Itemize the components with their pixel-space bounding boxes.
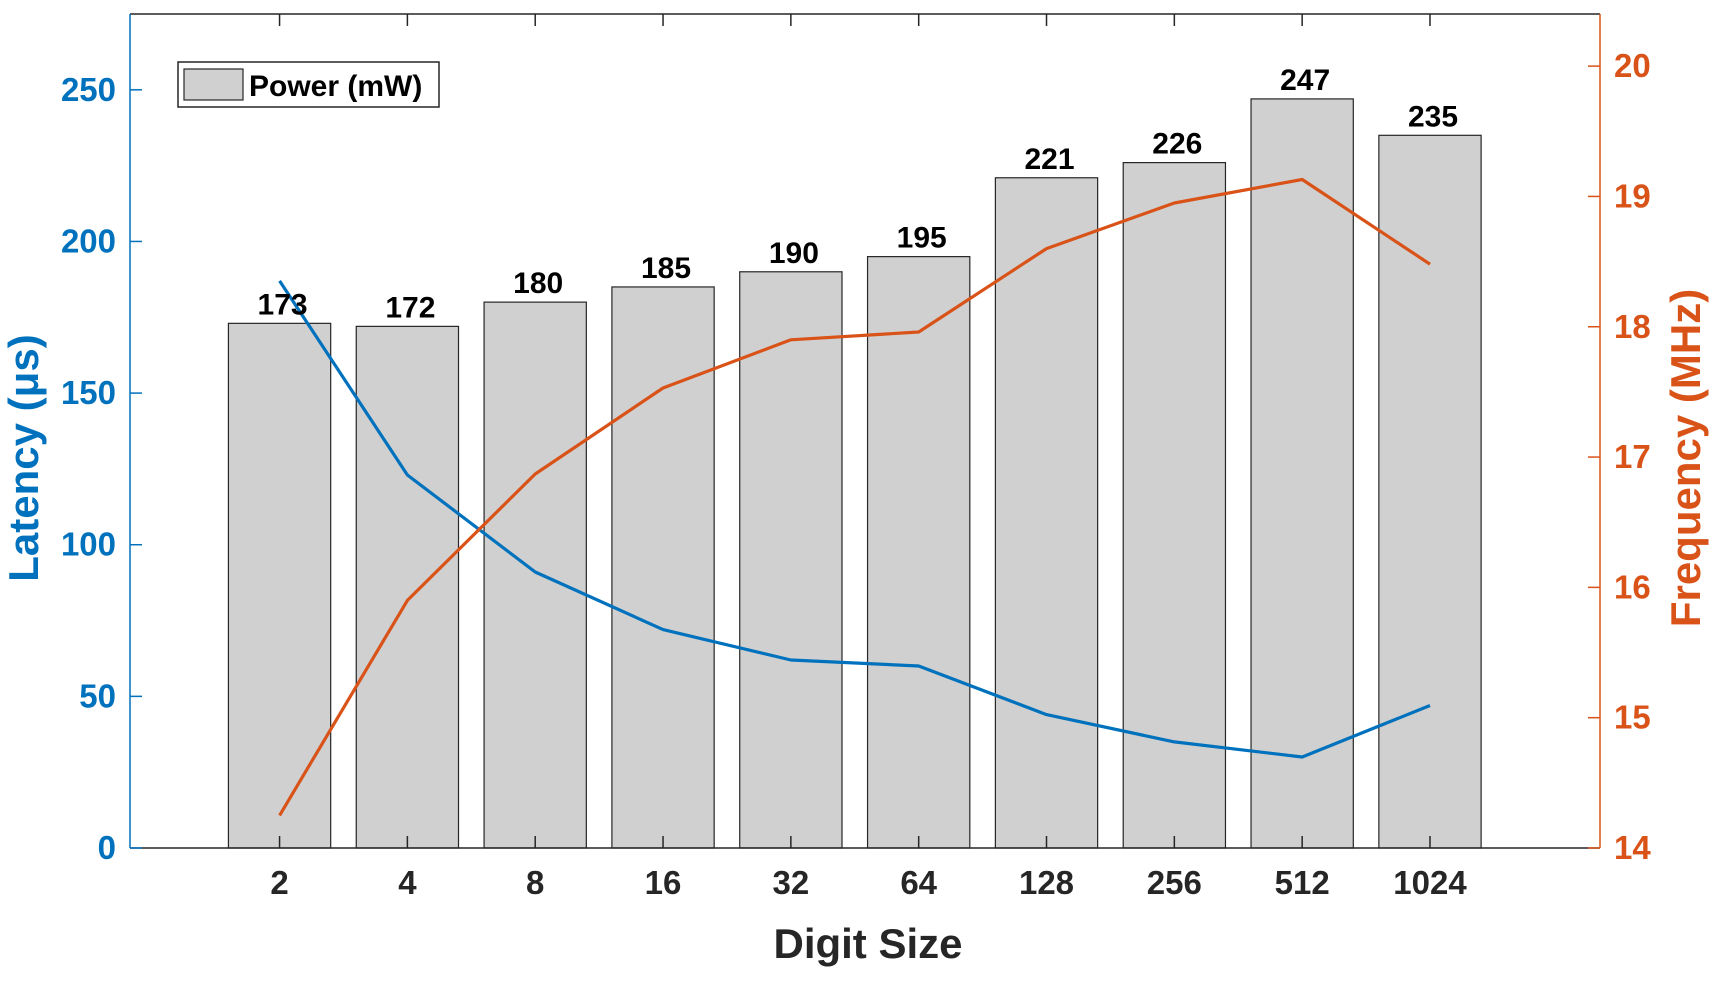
bar-value-label-2: 173: [258, 288, 308, 321]
line-series-frequency: [278, 177, 1431, 817]
bar-value-label-8: 180: [513, 267, 563, 300]
bar-32: [739, 271, 843, 849]
bar-4: [355, 325, 460, 849]
left-tick-label-0: 0: [98, 829, 116, 866]
bar-value-label-128: 221: [1024, 143, 1074, 176]
x-tick-label-32: 32: [773, 864, 810, 901]
right-tick-label-20: 20: [1614, 47, 1651, 84]
left-tick-label-200: 200: [61, 222, 116, 259]
bar-value-label-16: 185: [641, 252, 691, 285]
axes-layer: 2 4 8 16 32 64 128 256 512 1024 0 50 100 150 200 250 14 1…: [61, 13, 1651, 901]
right-tick-label-15: 15: [1614, 699, 1651, 736]
x-tick-label-128: 128: [1019, 864, 1074, 901]
x-axis-title: Digit Size: [773, 920, 962, 967]
bar-2: [227, 322, 332, 849]
x-tick-label-256: 256: [1147, 864, 1202, 901]
bar-8: [483, 301, 587, 849]
x-tick-label-64: 64: [900, 864, 937, 901]
x-tick-label-8: 8: [526, 864, 544, 901]
x-tick-label-2: 2: [270, 864, 288, 901]
left-tick-label-50: 50: [79, 677, 116, 714]
legend-label-power: Power (mW): [249, 70, 422, 103]
legend-swatch-power: [183, 68, 244, 101]
line-series-latency: [278, 280, 1431, 759]
left-axis-title: Latency (μs): [0, 334, 47, 581]
right-tick-label-18: 18: [1614, 308, 1651, 345]
right-tick-label-14: 14: [1614, 829, 1651, 866]
right-axis-title: Frequency (MHz): [1662, 289, 1709, 627]
right-tick-label-16: 16: [1614, 568, 1651, 605]
lines-layer: [278, 177, 1431, 817]
x-tick-label-512: 512: [1275, 864, 1330, 901]
bar-64: [866, 256, 971, 849]
x-tick-label-16: 16: [645, 864, 682, 901]
right-tick-label-19: 19: [1614, 177, 1651, 214]
bar-value-labels: 173 172 180 185 190 195 221 226 247 235: [258, 64, 1458, 324]
bar-512: [1250, 98, 1354, 849]
bar-value-label-4: 172: [385, 291, 435, 324]
bar-value-label-64: 195: [897, 222, 947, 255]
legend: Power (mW): [177, 61, 440, 108]
left-tick-label-100: 100: [61, 526, 116, 563]
bar-value-label-512: 247: [1280, 64, 1330, 97]
bar-value-label-32: 190: [769, 237, 819, 270]
bar-1024: [1378, 134, 1482, 849]
x-tick-label-4: 4: [398, 864, 417, 901]
left-tick-label-150: 150: [61, 374, 116, 411]
bar-value-label-256: 226: [1152, 128, 1202, 161]
bar-value-label-1024: 235: [1408, 100, 1458, 133]
x-tick-label-1024: 1024: [1393, 864, 1467, 901]
bars-layer: [227, 98, 1482, 849]
right-tick-label-17: 17: [1614, 438, 1651, 475]
bar-128: [994, 177, 1099, 849]
bar-16: [611, 286, 715, 849]
left-tick-label-250: 250: [61, 71, 116, 108]
